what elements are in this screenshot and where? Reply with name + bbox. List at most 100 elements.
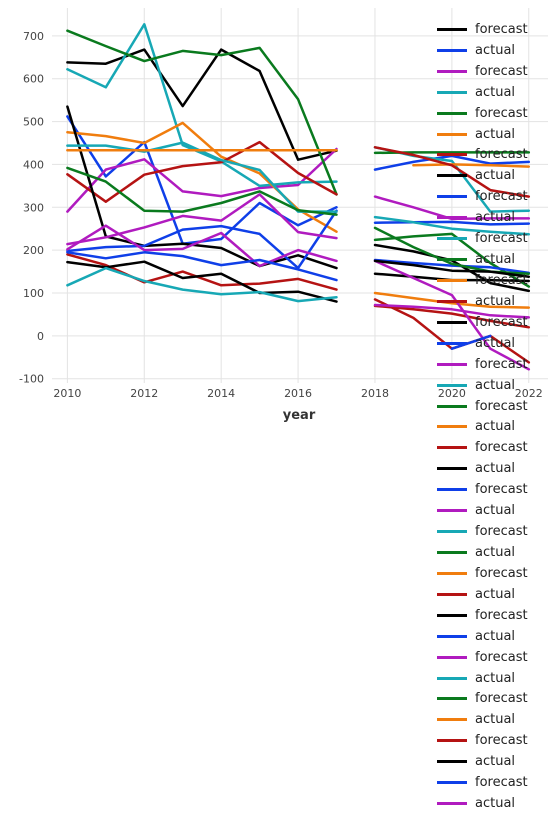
legend-label: forecast xyxy=(475,398,528,414)
legend-swatch xyxy=(437,467,467,471)
legend-label: actual xyxy=(475,712,516,728)
series-line xyxy=(66,48,338,161)
legend-label: forecast xyxy=(475,147,528,163)
legend-swatch xyxy=(437,237,467,241)
legend-swatch xyxy=(437,69,467,73)
legend-label: actual xyxy=(475,293,516,309)
legend-item: forecast xyxy=(437,19,557,40)
legend-label: forecast xyxy=(475,105,528,121)
series-line xyxy=(373,220,531,226)
legend-label: actual xyxy=(475,419,516,435)
series-line xyxy=(373,259,531,371)
legend-item: actual xyxy=(437,626,557,647)
series-line xyxy=(373,232,531,288)
legend-item: forecast xyxy=(437,730,557,751)
legend-item: forecast xyxy=(437,312,557,333)
series-line xyxy=(412,163,531,168)
legend-swatch xyxy=(437,258,467,262)
legend-item: actual xyxy=(437,500,557,521)
legend-swatch xyxy=(437,48,467,52)
y-tick-label: 100 xyxy=(23,287,44,300)
legend-swatch xyxy=(437,90,467,94)
legend-item: forecast xyxy=(437,521,557,542)
legend-swatch xyxy=(437,739,467,743)
legend-swatch xyxy=(437,509,467,513)
legend-label: actual xyxy=(475,335,516,351)
legend-swatch xyxy=(437,404,467,408)
legend-swatch xyxy=(437,571,467,575)
series-line xyxy=(66,251,338,282)
legend-item: forecast xyxy=(437,563,557,584)
legend-label: actual xyxy=(475,210,516,226)
series-line xyxy=(373,259,531,278)
legend-swatch xyxy=(437,592,467,596)
legend-swatch xyxy=(437,153,467,157)
legend-label: actual xyxy=(475,628,516,644)
y-tick-label: 0 xyxy=(37,330,44,343)
series-line xyxy=(66,266,338,303)
legend-item: actual xyxy=(437,249,557,270)
legend-label: forecast xyxy=(475,440,528,456)
legend-label: forecast xyxy=(475,482,528,498)
series-line xyxy=(66,193,338,246)
series-line xyxy=(373,258,531,275)
legend-swatch xyxy=(437,551,467,554)
legend-label: forecast xyxy=(475,775,528,791)
legend-label: actual xyxy=(475,545,516,560)
legend-swatch xyxy=(437,111,467,115)
x-tick-label: 2016 xyxy=(284,387,312,400)
legend-label: forecast xyxy=(475,691,528,707)
x-tick-label: 2010 xyxy=(53,387,81,400)
series-line xyxy=(373,215,531,236)
legend-item: actual xyxy=(437,584,557,605)
legend-item: actual xyxy=(437,793,557,814)
legend-swatch xyxy=(437,174,467,178)
legend-label: actual xyxy=(475,168,516,184)
series-line xyxy=(66,147,338,213)
legend-item: forecast xyxy=(437,396,557,417)
axis-ticks: 2010 2012 2014 2016 2018 2020 2022 -100 0 100 200 3… xyxy=(19,30,543,400)
series-line xyxy=(66,140,338,203)
legend-item: actual xyxy=(437,751,557,772)
legend-swatch xyxy=(437,802,467,806)
legend-label: actual xyxy=(475,754,516,770)
series-line xyxy=(66,23,338,188)
series-line xyxy=(373,304,531,329)
legend-item: forecast xyxy=(437,103,557,124)
y-tick-label: 300 xyxy=(23,201,44,214)
legend-label: actual xyxy=(475,461,516,477)
legend-label: forecast xyxy=(475,273,528,289)
series-line xyxy=(373,303,531,319)
legend-item: actual xyxy=(437,709,557,730)
legend-swatch xyxy=(437,27,467,31)
legend-item: actual xyxy=(437,40,557,61)
y-tick-label: 600 xyxy=(23,73,44,86)
y-tick-label: 700 xyxy=(23,30,44,43)
series-line xyxy=(66,29,338,196)
legend-label: forecast xyxy=(475,21,528,37)
legend-label: forecast xyxy=(475,649,528,665)
series-line xyxy=(66,253,338,291)
y-tick-label: -100 xyxy=(19,373,44,386)
legend-swatch xyxy=(437,299,467,303)
legend-swatch xyxy=(437,132,467,136)
legend-item: forecast xyxy=(437,479,557,500)
legend-item: actual xyxy=(437,165,557,186)
legend-label: actual xyxy=(475,503,516,519)
legend-label: actual xyxy=(475,126,516,142)
legend-item: actual xyxy=(437,417,557,438)
legend-swatch xyxy=(437,279,467,283)
legend-item: forecast xyxy=(437,145,557,166)
legend-label: forecast xyxy=(475,733,528,749)
legend-label: actual xyxy=(475,796,516,812)
legend: forecast actual forecast actual forecast actu… xyxy=(437,19,557,814)
legend-item: forecast xyxy=(437,772,557,793)
x-tick-label: 2014 xyxy=(207,387,235,400)
legend-item: forecast xyxy=(437,437,557,458)
series-line xyxy=(66,166,338,216)
legend-item: actual xyxy=(437,668,557,689)
legend-label: forecast xyxy=(475,356,528,372)
legend-item: forecast xyxy=(437,270,557,291)
series-line xyxy=(66,121,338,233)
